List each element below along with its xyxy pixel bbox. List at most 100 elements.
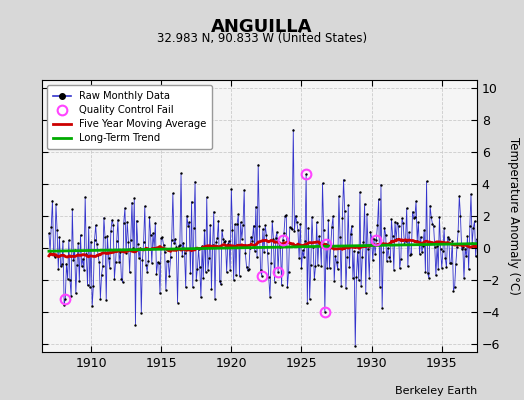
Point	[260, 249, 268, 255]
Point	[358, 254, 366, 260]
Point	[457, 246, 466, 252]
Point	[381, 232, 390, 238]
Point	[171, 236, 179, 242]
Point	[270, 278, 279, 285]
Point	[406, 252, 414, 258]
Point	[82, 251, 91, 258]
Point	[94, 252, 102, 258]
Point	[261, 222, 269, 228]
Point	[112, 259, 120, 266]
Point	[377, 182, 385, 188]
Point	[52, 201, 60, 208]
Point	[367, 234, 376, 241]
Point	[157, 235, 166, 241]
Point	[289, 126, 298, 133]
Point	[385, 254, 394, 260]
Point	[119, 219, 128, 226]
Y-axis label: Temperature Anomaly (°C): Temperature Anomaly (°C)	[507, 137, 519, 295]
Point	[213, 235, 222, 241]
Point	[305, 296, 314, 302]
Point	[231, 221, 239, 227]
Point	[331, 253, 340, 260]
Point	[219, 236, 227, 242]
Point	[57, 263, 65, 270]
Point	[195, 264, 204, 270]
Text: Berkeley Earth: Berkeley Earth	[395, 386, 477, 396]
Point	[378, 305, 386, 312]
Point	[317, 263, 325, 269]
Point	[390, 266, 398, 273]
Point	[189, 284, 197, 290]
Point	[174, 242, 183, 249]
Point	[267, 260, 275, 266]
Point	[152, 271, 161, 277]
Point	[423, 270, 432, 277]
Point	[456, 213, 465, 219]
Point	[215, 278, 224, 285]
Point	[308, 214, 316, 220]
Point	[441, 255, 450, 261]
Point	[137, 310, 146, 316]
Point	[320, 227, 328, 234]
Point	[262, 232, 270, 238]
Point	[194, 246, 203, 252]
Point	[136, 245, 144, 251]
Point	[163, 258, 171, 264]
Point	[103, 232, 112, 239]
Point	[225, 238, 233, 244]
Point	[48, 197, 57, 204]
Point	[311, 263, 320, 270]
Point	[401, 238, 410, 245]
Point	[248, 238, 257, 244]
Point	[366, 228, 375, 235]
Point	[471, 218, 479, 224]
Point	[329, 213, 337, 220]
Point	[438, 264, 446, 271]
Point	[104, 254, 113, 261]
Point	[341, 208, 349, 214]
Point	[392, 236, 400, 243]
Point	[435, 214, 444, 220]
Point	[198, 243, 206, 249]
Point	[451, 284, 459, 290]
Point	[274, 268, 282, 275]
Point	[159, 241, 168, 248]
Point	[244, 267, 252, 274]
Point	[253, 254, 261, 261]
Point	[439, 248, 447, 254]
Point	[241, 250, 249, 256]
Point	[336, 234, 344, 240]
Point	[402, 205, 411, 211]
Point	[226, 266, 234, 273]
Point	[362, 290, 370, 296]
Point	[412, 198, 420, 204]
Point	[211, 296, 219, 302]
Point	[181, 284, 190, 291]
Point	[220, 239, 228, 245]
Point	[201, 269, 210, 275]
Point	[280, 230, 288, 236]
Point	[346, 231, 355, 238]
Point	[150, 245, 158, 251]
Point	[203, 194, 211, 201]
Point	[122, 250, 130, 256]
Point	[299, 247, 307, 254]
Point	[186, 269, 194, 276]
Point	[83, 282, 92, 289]
Point	[216, 281, 225, 288]
Point	[322, 241, 330, 247]
Point	[164, 258, 172, 264]
Text: 32.983 N, 90.833 W (United States): 32.983 N, 90.833 W (United States)	[157, 32, 367, 45]
Point	[473, 236, 481, 242]
Point	[326, 243, 335, 250]
Point	[230, 277, 238, 283]
Point	[88, 303, 96, 309]
Point	[403, 263, 412, 270]
Point	[318, 180, 326, 186]
Point	[146, 232, 155, 238]
Point	[252, 204, 260, 210]
Point	[124, 239, 133, 246]
Point	[363, 211, 371, 218]
Point	[361, 201, 369, 207]
Point	[249, 222, 258, 229]
